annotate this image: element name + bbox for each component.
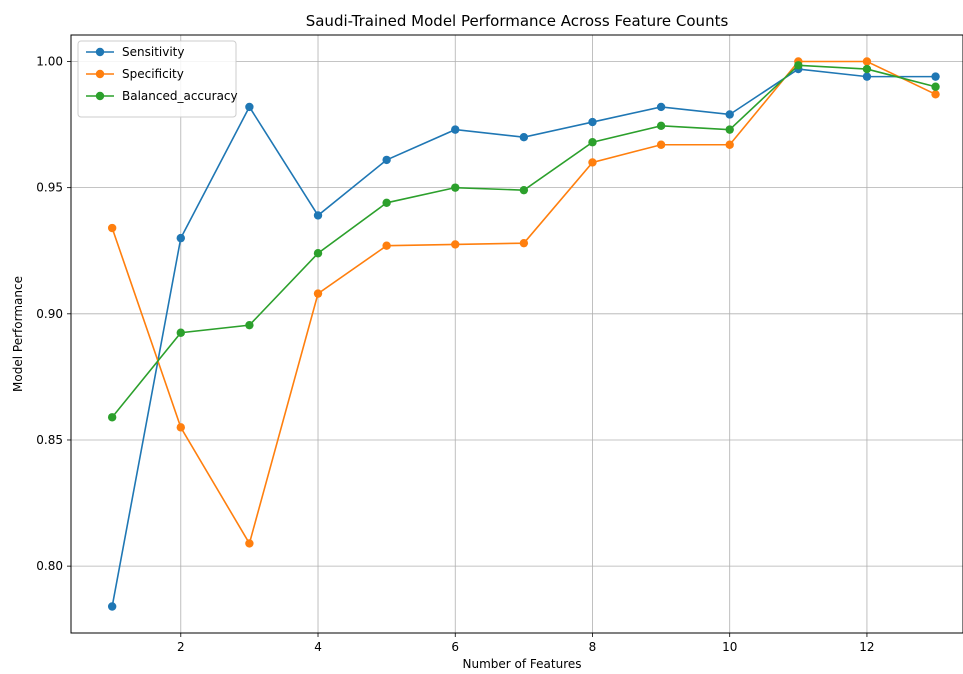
data-point (656, 140, 666, 149)
x-axis-label: Number of Features (463, 657, 582, 671)
data-point (107, 223, 117, 233)
data-point (519, 185, 529, 195)
data-point (931, 82, 940, 91)
data-point (588, 138, 597, 147)
data-point (519, 238, 529, 248)
x-tick-label: 10 (722, 640, 737, 654)
data-point (382, 155, 391, 165)
y-tick-label: 0.90 (36, 307, 63, 321)
y-tick-label: 1.00 (36, 54, 63, 68)
data-point (656, 121, 666, 131)
x-tick-label: 12 (859, 640, 874, 654)
data-point (794, 61, 803, 70)
series-balanced-accuracy (107, 61, 940, 422)
data-point (107, 413, 117, 422)
x-tick-label: 2 (177, 640, 185, 654)
y-axis-label: Model Performance (11, 276, 25, 392)
y-tick-label: 0.85 (36, 433, 63, 447)
y-tick-label: 0.80 (36, 559, 63, 573)
legend-swatch-marker (95, 69, 105, 79)
data-point (245, 320, 254, 330)
data-point (382, 198, 391, 207)
legend-item: Balanced_accuracy (86, 89, 238, 103)
series-sensitivity (107, 64, 940, 611)
data-point (725, 140, 734, 149)
data-point (725, 110, 734, 119)
data-point (931, 90, 940, 99)
data-point (313, 211, 323, 220)
grid (71, 35, 963, 633)
legend: Sensitivity Specificity Balanced_accuracy (77, 40, 238, 118)
legend-item: Sensitivity (86, 45, 184, 59)
legend-swatch-marker (95, 91, 105, 101)
data-point (451, 125, 460, 134)
series-specificity (107, 57, 940, 548)
legend-label: Specificity (122, 67, 184, 81)
data-point (656, 102, 666, 112)
legend-label: Sensitivity (122, 45, 184, 59)
x-tick-label: 6 (451, 640, 459, 654)
data-point (176, 423, 185, 432)
data-point (451, 240, 460, 249)
plot-area-frame (70, 34, 963, 634)
chart-title: Saudi-Trained Model Performance Across F… (306, 12, 729, 30)
legend-label: Balanced_accuracy (122, 89, 238, 103)
data-point (588, 158, 597, 167)
x-axis: 2 4 6 8 10 12 (177, 633, 875, 654)
data-point (451, 183, 460, 192)
data-point (519, 132, 529, 142)
data-point (862, 64, 872, 74)
data-point (382, 241, 391, 250)
y-axis: 0.80 0.85 0.90 0.95 1.00 (36, 54, 71, 573)
x-tick-label: 4 (314, 640, 322, 654)
data-point (245, 102, 254, 112)
legend-box (77, 40, 237, 118)
data-point (588, 117, 597, 127)
legend-item: Specificity (86, 67, 184, 81)
legend-swatch-marker (95, 47, 105, 57)
data-point (245, 539, 254, 548)
data-point (313, 289, 323, 298)
data-point (862, 57, 872, 66)
data-point (176, 328, 185, 337)
data-point (725, 125, 734, 134)
data-point (107, 602, 117, 611)
data-point (176, 233, 185, 243)
data-point (313, 249, 323, 258)
series-line (111, 68, 936, 607)
data-point (931, 72, 940, 81)
series-layer (107, 57, 940, 611)
y-tick-label: 0.95 (36, 181, 63, 195)
data-point (862, 72, 872, 81)
x-tick-label: 8 (589, 640, 597, 654)
